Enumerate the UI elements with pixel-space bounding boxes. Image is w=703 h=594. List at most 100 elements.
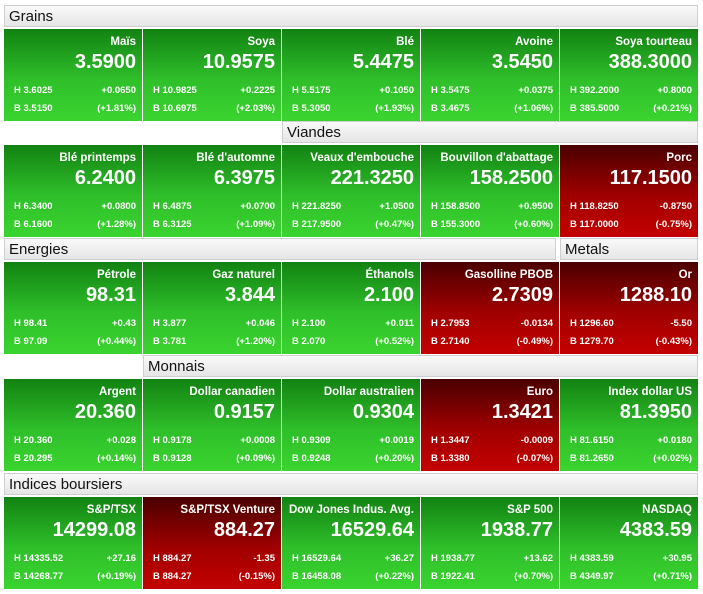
quote-change: -0.0134 — [520, 318, 553, 329]
quote-change: +0.011 — [385, 318, 414, 329]
quote-percent: (+1.06%) — [514, 103, 553, 114]
quote-percent: (+0.52%) — [375, 336, 414, 347]
quote-change: +0.0800 — [101, 201, 136, 212]
quote-change: +0.9500 — [518, 201, 553, 212]
quote-percent: (+1.09%) — [236, 219, 275, 230]
quote-tile: NASDAQ 4383.59 H 4383.59 +30.95 B 4349.97 (+0… — [560, 497, 698, 589]
quote-value: 6.3975 — [213, 167, 275, 189]
quote-tile: S&P 500 1938.77 H 1938.77 +13.62 B 1922.41 (+… — [421, 497, 559, 589]
quote-tile: Soya 10.9575 H 10.9825 +0.2225 B 10.6975 (+2.… — [143, 29, 281, 121]
quote-low: B 20.295 — [14, 453, 53, 464]
quote-value: 1938.77 — [480, 519, 553, 541]
quote-name: Dow Jones Indus. Avg. — [288, 504, 414, 516]
quote-low: B 3.781 — [153, 336, 187, 347]
quote-percent: (+0.14%) — [97, 453, 136, 464]
quote-percent: (+0.71%) — [653, 571, 692, 582]
quote-high: H 392.2000 — [570, 85, 620, 96]
quote-name: Blé printemps — [59, 152, 136, 164]
quote-high: H 2.100 — [292, 318, 326, 329]
quote-high: H 14335.52 — [14, 553, 64, 564]
section-header: Metals — [560, 238, 698, 260]
quote-percent: (+1.81%) — [97, 103, 136, 114]
quote-low: B 2.7140 — [431, 336, 470, 347]
section-header: Energies — [4, 238, 556, 260]
quote-tile: Blé d'automne 6.3975 H 6.4875 +0.0700 B 6.31… — [143, 145, 281, 237]
quote-high: H 1938.77 — [431, 553, 475, 564]
quote-name: Soya tourteau — [615, 36, 692, 48]
section-header: Monnais — [143, 355, 698, 377]
quote-value: 221.3250 — [330, 167, 414, 189]
quote-name: Dollar australien — [323, 386, 414, 398]
quote-high: H 81.6150 — [570, 435, 614, 446]
quote-tile: Dollar canadien 0.9157 H 0.9178 +0.0008 B 0.… — [143, 379, 281, 471]
quote-value: 98.31 — [85, 284, 136, 306]
quote-tile: Bouvillon d'abattage 158.2500 H 158.8500 +0… — [421, 145, 559, 237]
quote-high: H 221.8250 — [292, 201, 342, 212]
quote-percent: (-0.43%) — [655, 336, 692, 347]
quote-percent: (-0.49%) — [516, 336, 553, 347]
quote-name: Soya — [247, 36, 276, 48]
quote-tile: Blé printemps 6.2400 H 6.3400 +0.0800 B 6.16… — [4, 145, 142, 237]
quote-high: H 0.9309 — [292, 435, 331, 446]
quote-tile: Porc 117.1500 H 118.8250 -0.8750 B 117.0000 (… — [560, 145, 698, 237]
quote-value: 0.9304 — [352, 401, 414, 423]
quote-tile: S&P/TSX 14299.08 H 14335.52 +27.16 B 14268.7… — [4, 497, 142, 589]
quote-name: Maïs — [110, 36, 136, 48]
quote-tile: Euro 1.3421 H 1.3447 -0.0009 B 1.3380 (-0.07%… — [421, 379, 559, 471]
quote-change: +0.0375 — [518, 85, 553, 96]
quote-percent: (+0.70%) — [514, 571, 553, 582]
quote-low: B 385.5000 — [570, 103, 620, 114]
quote-change: +0.43 — [111, 318, 136, 329]
quote-high: H 16529.64 — [292, 553, 342, 564]
quote-percent: (+2.03%) — [236, 103, 275, 114]
quote-tile: Blé 5.4475 H 5.5175 +0.1050 B 5.3050 (+1.93%) — [282, 29, 420, 121]
quote-name: Gaz naturel — [212, 269, 275, 281]
quote-value: 6.2400 — [74, 167, 136, 189]
quote-value: 14299.08 — [52, 519, 136, 541]
quote-high: H 2.7953 — [431, 318, 470, 329]
quote-tile: Gasolline PBOB 2.7309 H 2.7953 -0.0134 B 2.7… — [421, 262, 559, 354]
quote-tile: Gaz naturel 3.844 H 3.877 +0.046 B 3.781 (+1.… — [143, 262, 281, 354]
quote-low: B 155.3000 — [431, 219, 481, 230]
quote-change: +0.8000 — [657, 85, 692, 96]
quote-change: -0.0009 — [520, 435, 553, 446]
section-header: Viandes — [282, 121, 698, 143]
quote-name: Éthanols — [365, 269, 414, 281]
quote-value: 4383.59 — [619, 519, 692, 541]
quote-percent: (+0.60%) — [514, 219, 553, 230]
quote-tile: Soya tourteau 388.3000 H 392.2000 +0.8000 B … — [560, 29, 698, 121]
quote-low: B 0.9128 — [153, 453, 192, 464]
quote-value: 16529.64 — [330, 519, 414, 541]
quote-value: 2.7309 — [491, 284, 553, 306]
quote-value: 5.4475 — [352, 51, 414, 73]
quote-percent: (+0.22%) — [375, 571, 414, 582]
quote-name: Bouvillon d'abattage — [440, 152, 553, 164]
quote-tile: Argent 20.360 H 20.360 +0.028 B 20.295 (+0.14… — [4, 379, 142, 471]
quote-name: Euro — [526, 386, 553, 398]
quote-high: H 5.5175 — [292, 85, 331, 96]
quote-value: 117.1500 — [609, 167, 692, 189]
quote-high: H 6.4875 — [153, 201, 192, 212]
quote-tile: Avoine 3.5450 H 3.5475 +0.0375 B 3.4675 (+1.0… — [421, 29, 559, 121]
quote-value: 158.2500 — [469, 167, 553, 189]
quote-high: H 158.8500 — [431, 201, 481, 212]
quote-high: H 884.27 — [153, 553, 192, 564]
quote-change: -5.50 — [670, 318, 692, 329]
quote-change: +0.0650 — [101, 85, 136, 96]
quote-high: H 3.877 — [153, 318, 187, 329]
quote-percent: (+1.93%) — [375, 103, 414, 114]
quote-low: B 1922.41 — [431, 571, 475, 582]
quote-name: Blé d'automne — [196, 152, 275, 164]
quote-tile: Veaux d'embouche 221.3250 H 221.8250 +1.050… — [282, 145, 420, 237]
quote-low: B 81.2650 — [570, 453, 614, 464]
quote-high: H 118.8250 — [570, 201, 619, 212]
quote-change: +0.0180 — [657, 435, 692, 446]
quote-low: B 0.9248 — [292, 453, 331, 464]
quote-tile: S&P/TSX Venture 884.27 H 884.27 -1.35 B 884.… — [143, 497, 281, 589]
quote-value: 388.3000 — [608, 51, 692, 73]
quote-tile: Éthanols 2.100 H 2.100 +0.011 B 2.070 (+0.52%… — [282, 262, 420, 354]
quote-change: +36.27 — [384, 553, 414, 564]
quote-name: Dollar canadien — [189, 386, 275, 398]
quote-low: B 884.27 — [153, 571, 192, 582]
quote-change: +0.2225 — [240, 85, 275, 96]
